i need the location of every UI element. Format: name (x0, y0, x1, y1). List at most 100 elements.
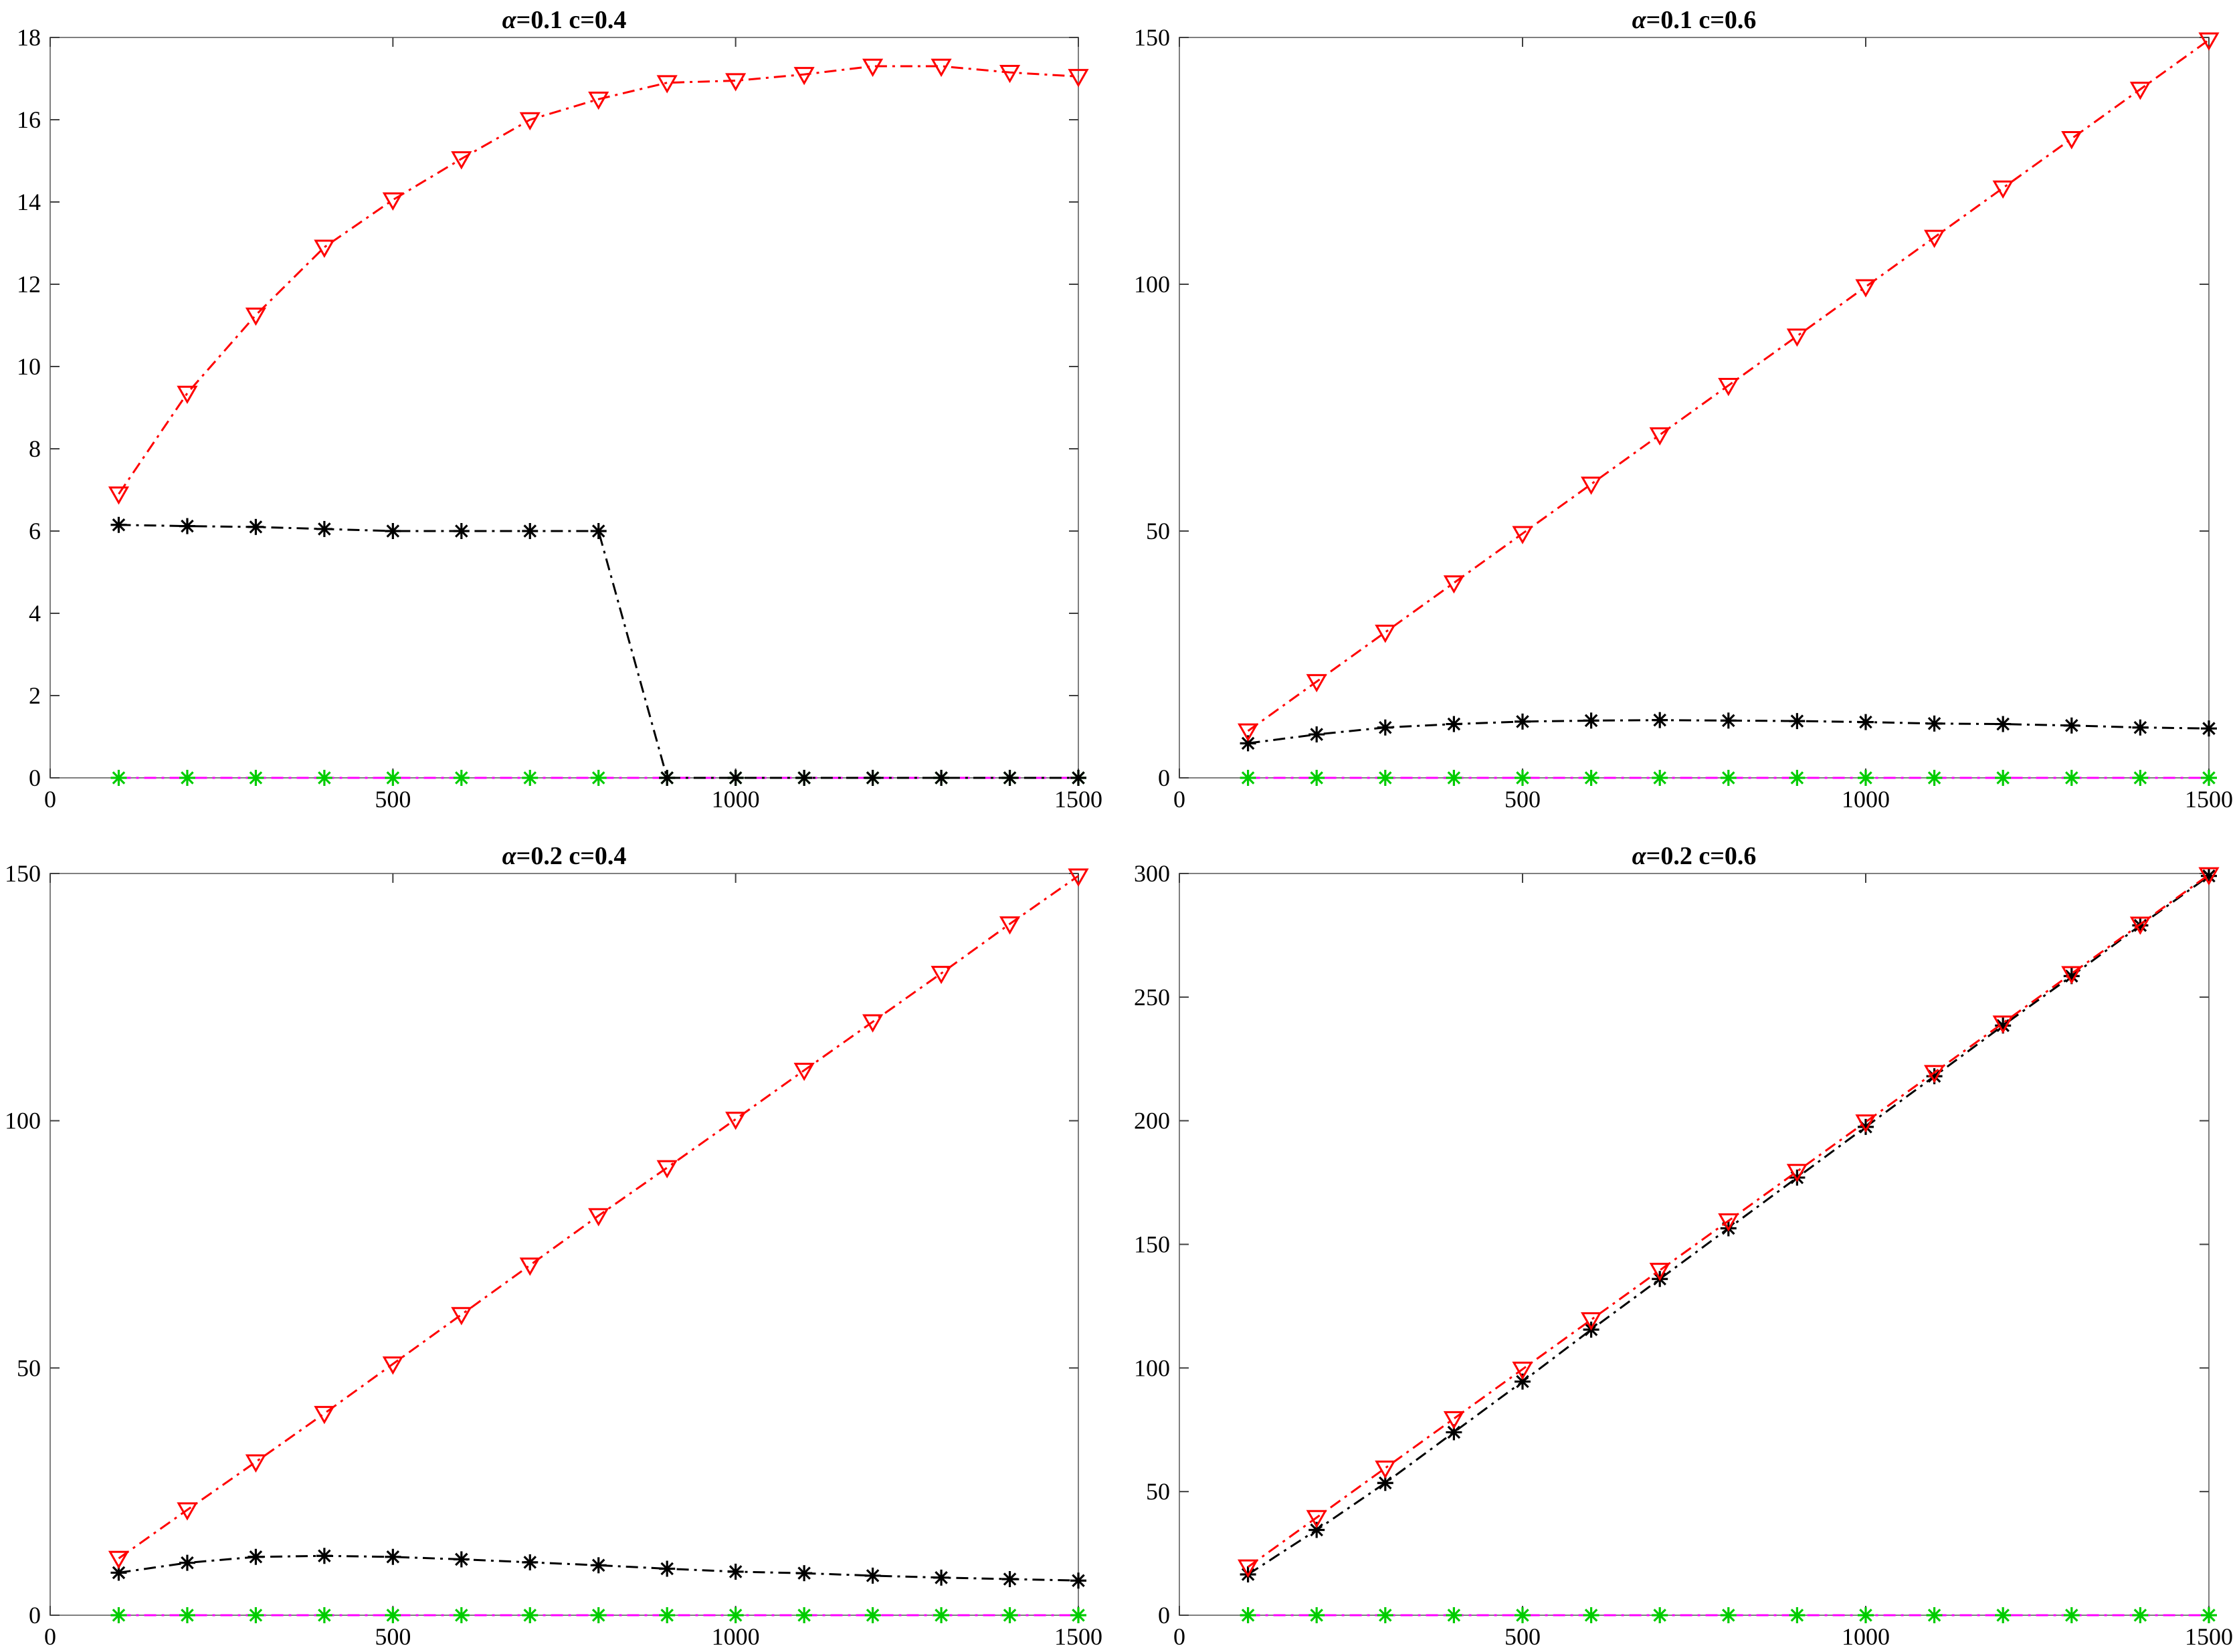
data-point-marker (1581, 1312, 1602, 1331)
data-point-marker (1924, 1065, 1945, 1083)
data-point-marker (248, 770, 264, 786)
y-tick-label: 0 (29, 1602, 41, 1629)
data-point-marker (590, 770, 607, 786)
panel-title-rest: =0.2 c=0.6 (1646, 842, 1757, 870)
data-point-marker (659, 770, 676, 786)
series-line (1248, 719, 2210, 744)
data-point-marker (385, 523, 401, 539)
data-point-marker (933, 770, 950, 786)
series-3 (1240, 1607, 2217, 1623)
x-tick-label: 0 (1173, 786, 1185, 813)
x-tick-label: 1000 (1842, 786, 1890, 813)
chart-panel-3: α=0.2 c=0.4 0 500 1000 1500 0 50 100 150 (5, 842, 1102, 1650)
panel-title-greek: α (502, 842, 517, 870)
data-point-marker (316, 770, 332, 786)
data-point-marker (1308, 1607, 1325, 1623)
panel-title: α=0.1 c=0.6 (1632, 6, 1757, 34)
data-point-marker (385, 770, 401, 786)
series-2 (110, 1548, 1086, 1589)
data-point-marker (862, 1014, 884, 1033)
series-2 (110, 516, 1086, 786)
x-tick-label: 1500 (1054, 1623, 1102, 1650)
data-point-marker (2132, 719, 2149, 736)
y-tick-label: 8 (29, 435, 41, 462)
y-tick-label: 300 (1134, 860, 1170, 887)
data-point-marker (1515, 1607, 1531, 1623)
series-line (118, 1554, 1079, 1582)
data-point-marker (725, 1112, 747, 1130)
data-point-marker (1238, 1559, 1259, 1578)
data-point-marker (316, 1607, 332, 1623)
data-point-marker (1308, 770, 1325, 786)
panel-title: α=0.1 c=0.4 (502, 6, 627, 34)
data-point-marker (590, 1607, 607, 1623)
data-point-marker (179, 518, 195, 534)
data-point-marker (382, 192, 403, 211)
data-point-marker (177, 385, 198, 404)
data-point-marker (656, 1160, 678, 1178)
data-point-marker (2201, 770, 2217, 786)
data-point-marker (864, 770, 881, 786)
data-point-marker (1240, 1607, 1256, 1623)
panel-title-rest: =0.1 c=0.6 (1646, 6, 1757, 34)
data-point-marker (1720, 712, 1737, 729)
chart-panel-1: α=0.1 c=0.4 0 500 1000 1500 0 2 4 6 8 10 12 14 16 18 (17, 6, 1102, 813)
data-point-marker (1926, 1607, 1943, 1623)
data-point-marker (522, 1554, 539, 1570)
x-tick-label: 0 (44, 1623, 56, 1650)
data-point-marker (1068, 868, 1089, 887)
data-point-marker (453, 770, 470, 786)
data-point-marker (453, 523, 470, 539)
data-point-marker (725, 73, 747, 92)
data-point-marker (1583, 712, 1599, 729)
data-point-marker (2198, 32, 2220, 51)
x-tick-label: 1000 (712, 1623, 760, 1650)
data-point-marker (110, 1607, 127, 1623)
data-point-marker (248, 518, 264, 535)
data-point-marker (1652, 770, 1668, 786)
y-tick-label: 50 (1146, 518, 1170, 544)
data-point-marker (522, 770, 539, 786)
data-point-marker (1001, 1571, 1018, 1588)
data-point-marker (1377, 770, 1393, 786)
data-point-marker (1375, 1460, 1396, 1479)
y-tick-label: 12 (17, 271, 41, 298)
data-point-marker (110, 516, 127, 533)
x-tick-label: 500 (1504, 786, 1541, 813)
data-point-marker (2063, 1607, 2080, 1623)
series-line (1247, 873, 2210, 1568)
data-point-marker (590, 1557, 607, 1574)
data-point-marker (1858, 714, 1874, 730)
data-point-marker (1720, 770, 1737, 786)
data-point-marker (1926, 1068, 1943, 1085)
data-point-marker (453, 1551, 470, 1568)
axes-frame (50, 37, 1079, 779)
x-tick-label: 1500 (1054, 786, 1102, 813)
data-point-marker (2061, 966, 2082, 985)
x-tick-label: 0 (1173, 1623, 1185, 1650)
data-point-marker (1512, 526, 1533, 544)
data-point-marker (1306, 1510, 1327, 1529)
axes-frame (1179, 37, 2210, 779)
data-point-marker (179, 770, 195, 786)
data-point-marker (453, 1607, 470, 1623)
data-point-marker (1308, 726, 1325, 743)
data-point-marker (659, 1560, 676, 1577)
data-point-marker (590, 523, 607, 539)
y-tick-label: 10 (17, 353, 41, 380)
data-point-marker (314, 239, 335, 258)
panel-title-greek: α (1632, 6, 1647, 34)
panel-title: α=0.2 c=0.4 (502, 842, 627, 870)
y-tick-label: 0 (1158, 1602, 1170, 1629)
data-point-marker (108, 1550, 130, 1569)
data-point-marker (796, 1607, 813, 1623)
data-point-marker (451, 1307, 472, 1326)
data-point-marker (862, 58, 884, 78)
data-point-marker (1446, 716, 1462, 732)
data-point-marker (1992, 180, 2014, 199)
data-point-marker (1377, 1607, 1393, 1623)
x-tick-label: 500 (375, 1623, 411, 1650)
data-point-marker (2129, 916, 2151, 935)
y-tick-label: 0 (1158, 764, 1170, 791)
y-tick-label: 4 (29, 600, 41, 627)
